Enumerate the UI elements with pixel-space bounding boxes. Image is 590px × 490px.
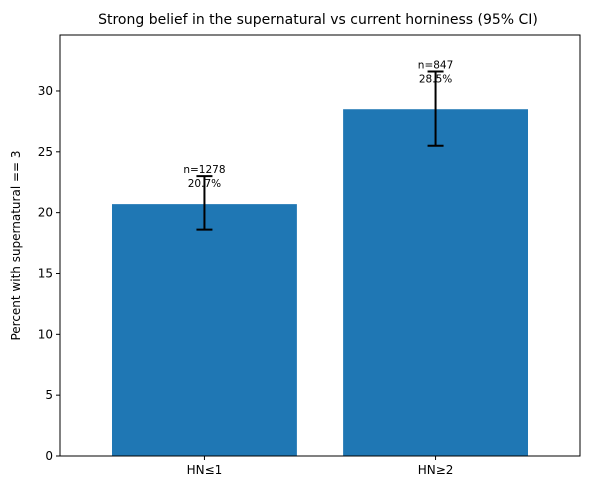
y-axis: 0 5 10 15 20 25 30 — [38, 84, 60, 463]
plot-frame — [59, 34, 581, 457]
y-tick-label-4: 20 — [38, 206, 53, 220]
y-tick-label-1: 5 — [45, 388, 53, 402]
bar-1 — [343, 109, 528, 457]
x-tick-label-1: HN≥2 — [418, 463, 454, 477]
n-label-0: n=1278 — [183, 164, 225, 176]
y-tick-label-0: 0 — [45, 449, 53, 463]
y-tick-label-3: 15 — [38, 266, 53, 280]
pct-label-0: 20.7% — [188, 178, 221, 190]
data-labels-group: n=1278 20.7% n=847 28.5% — [183, 60, 453, 191]
y-tick-label-6: 30 — [38, 84, 53, 98]
bars-group — [112, 109, 528, 457]
pct-label-1: 28.5% — [419, 74, 452, 86]
x-axis: HN≤1 HN≥2 — [187, 456, 454, 477]
chart-title: Strong belief in the supernatural vs cur… — [98, 12, 538, 28]
x-tick-label-0: HN≤1 — [187, 463, 223, 477]
error-bars-group — [196, 70, 444, 231]
y-axis-label: Percent with supernatural == 3 — [9, 150, 23, 340]
y-tick-label-2: 10 — [38, 327, 53, 341]
y-tick-label-5: 25 — [38, 145, 53, 159]
n-label-1: n=847 — [418, 60, 454, 72]
bar-0 — [112, 204, 297, 456]
